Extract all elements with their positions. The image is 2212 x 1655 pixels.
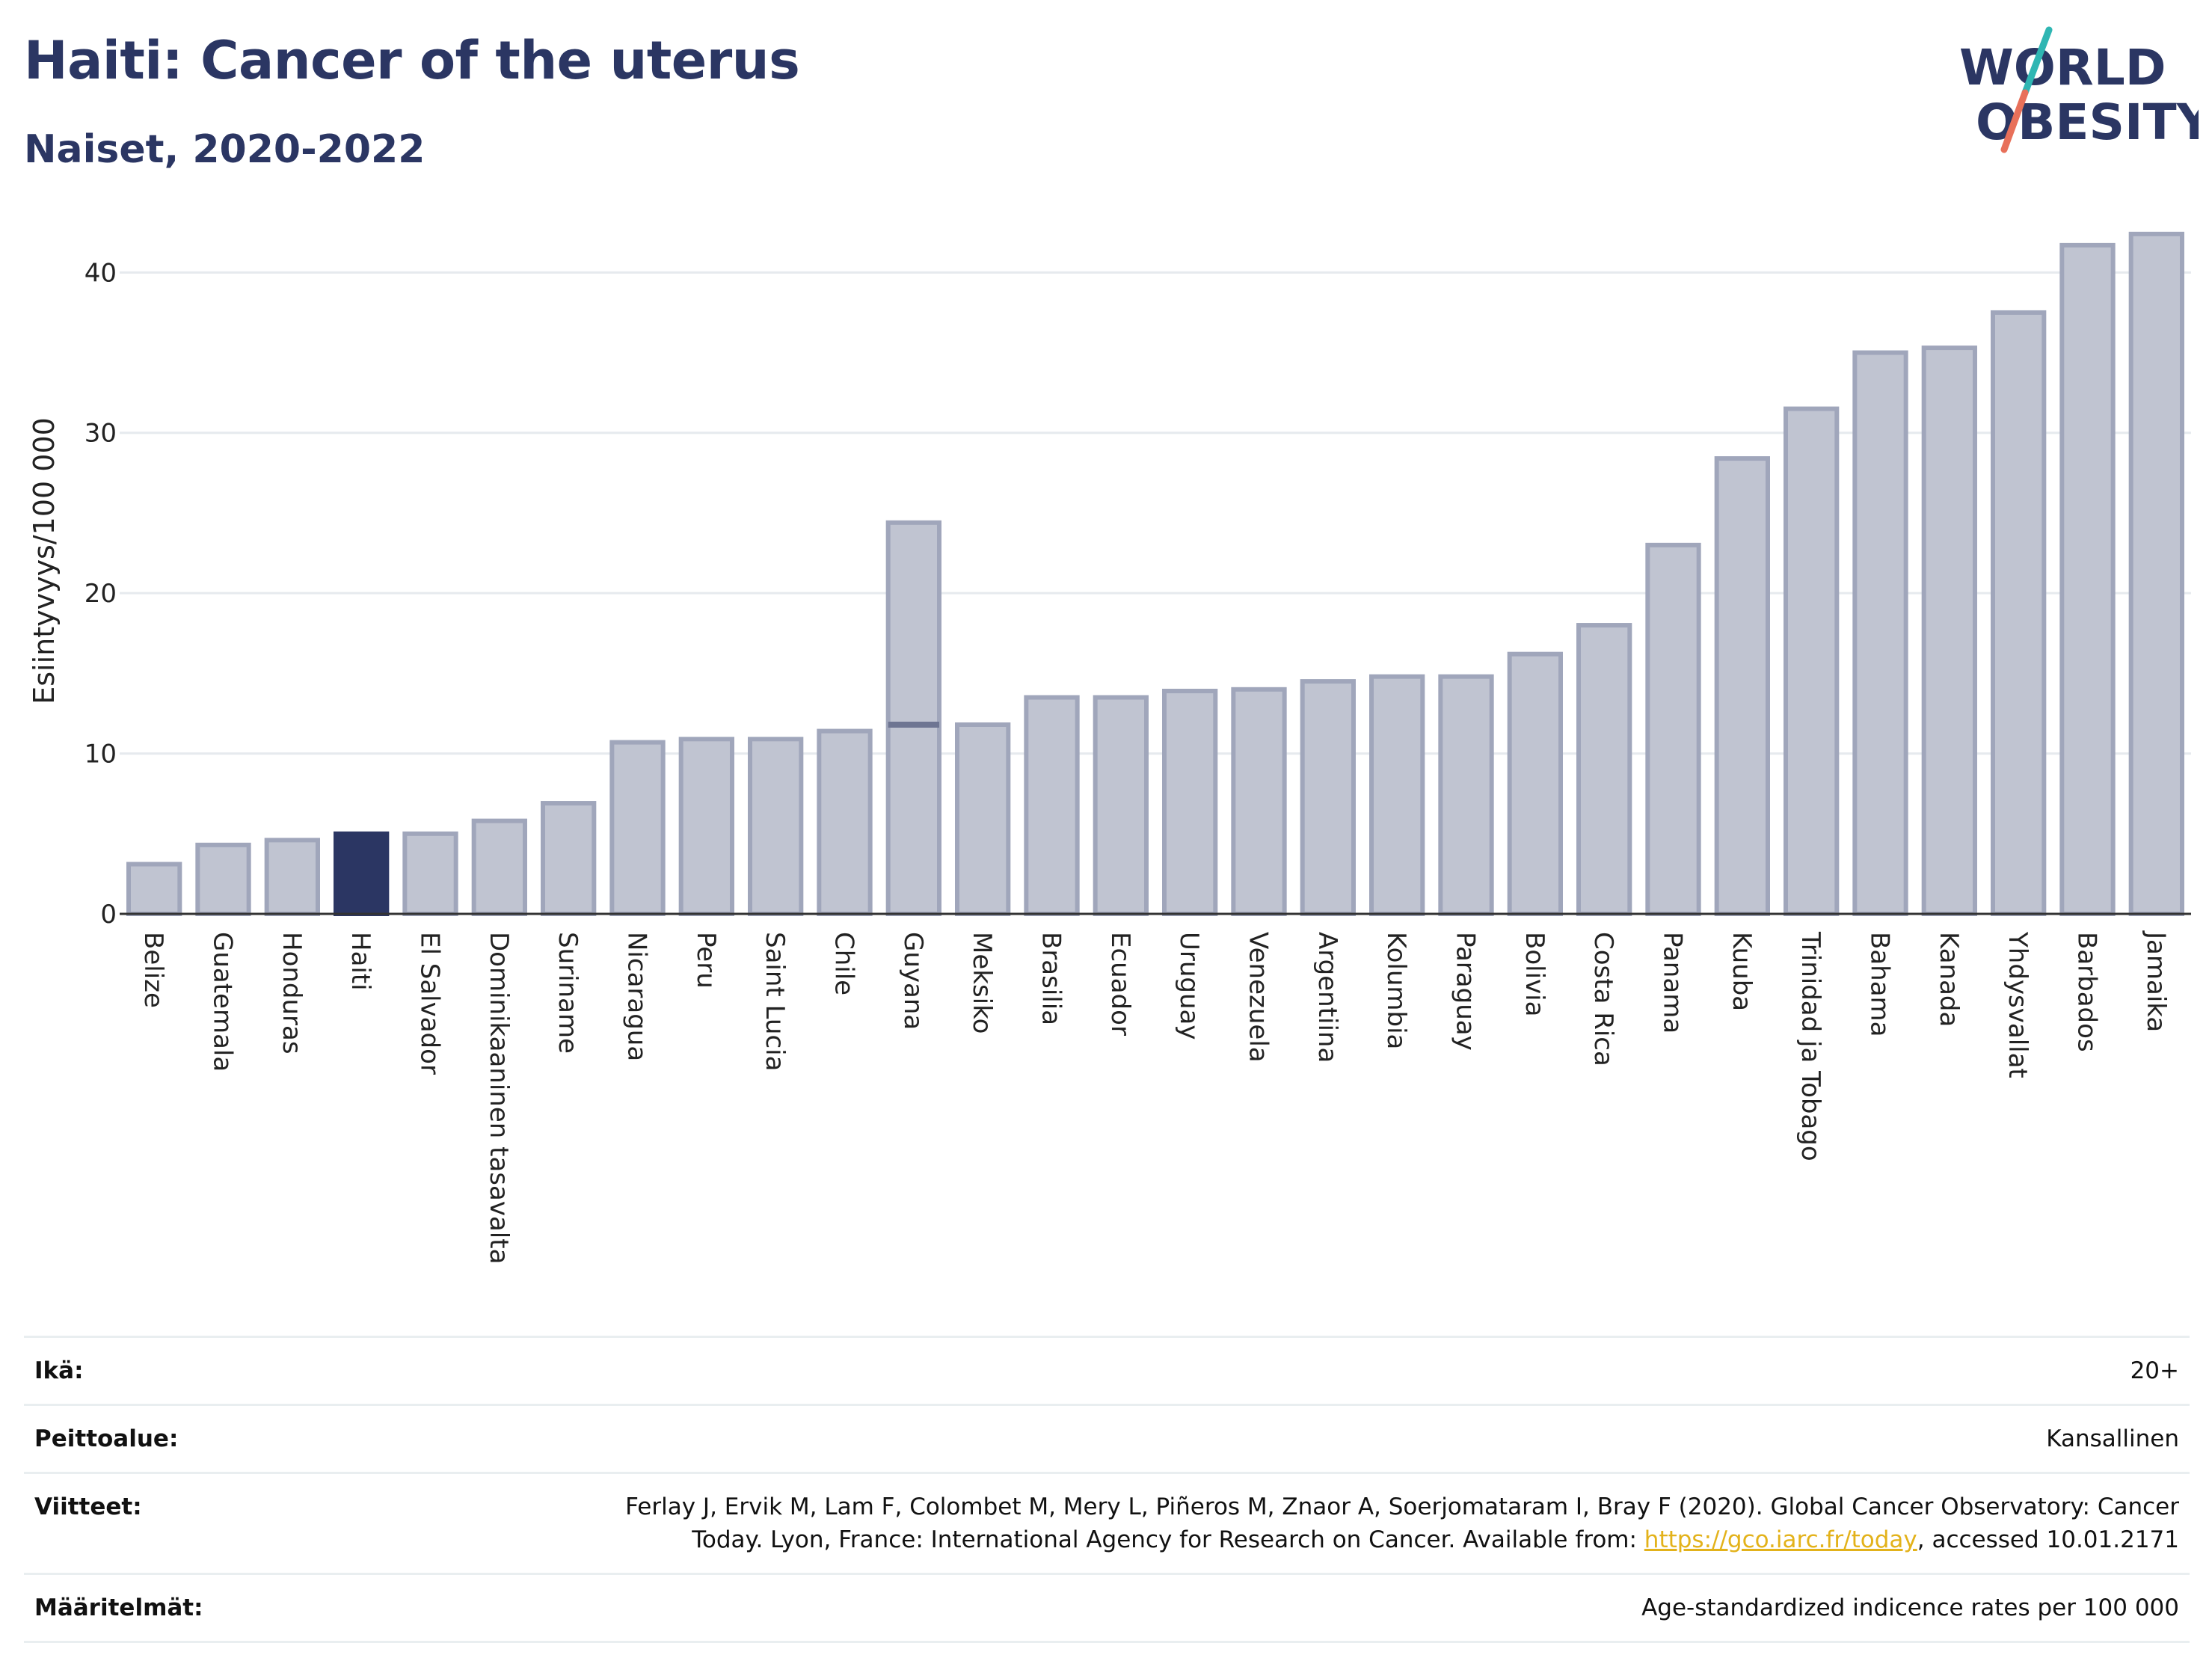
x-tick-label: Chile <box>829 932 859 995</box>
bar-honduras <box>264 838 320 916</box>
bar-saint-lucia <box>748 737 804 916</box>
x-tick-label: Peru <box>691 932 721 989</box>
bar-chart: 0 10 20 30 40 Belize Guatemala Honduras Haiti El … <box>28 231 2191 1264</box>
bar-bolivia <box>1507 651 1563 916</box>
chart-subtitle: Naiset, 2020-2022 <box>24 127 425 172</box>
x-tick-label: Guatemala <box>208 932 238 1072</box>
bar-panama <box>1645 542 1701 916</box>
x-tick-label: Kuuba <box>1727 932 1757 1011</box>
bar-barbados <box>2059 242 2116 917</box>
info-key-definitions: Määritelmät: <box>34 1594 203 1621</box>
x-tick-label: Argentiina <box>1312 932 1342 1063</box>
info-value-references: Ferlay J, Ervik M, Lam F, Colombet M, Me… <box>344 1473 2190 1574</box>
bar-costa-rica <box>1576 623 1632 916</box>
bar-guyana <box>885 520 941 916</box>
x-tick-label: Belize <box>138 932 168 1008</box>
x-tick-label: Trinidad ja Tobago <box>1795 931 1825 1161</box>
x-tick-label: Haiti <box>345 932 375 991</box>
bar-yhdysvallat <box>1991 310 2047 916</box>
info-key-age: Ikä: <box>34 1357 84 1384</box>
reference-link[interactable]: https://gco.iarc.fr/today <box>1644 1526 1917 1553</box>
info-key-references: Viitteet: <box>34 1493 142 1520</box>
reference-line2-post: , accessed 10.01.2171 <box>1917 1526 2179 1553</box>
bar-nicaragua <box>609 740 666 916</box>
bar-paraguay <box>1438 674 1494 916</box>
y-tick-label: 0 <box>100 900 117 930</box>
info-table: Ikä: 20+ Peittoalue: Kansallinen Viittee… <box>24 1336 2190 1643</box>
x-tick-label: Panama <box>1658 932 1688 1034</box>
bar-brasilia <box>1024 695 1080 917</box>
info-value-age: 20+ <box>2130 1357 2179 1384</box>
x-tick-label: Uruguay <box>1174 932 1204 1040</box>
y-tick-label: 20 <box>85 579 117 609</box>
x-tick-label: Bahama <box>1865 932 1895 1037</box>
bar-dominikaaninen-tasavalta <box>471 818 527 916</box>
logo-slash-bottom <box>2000 89 2029 153</box>
bar-guatemala <box>195 842 251 917</box>
x-tick-label: Paraguay <box>1451 932 1481 1051</box>
x-tick-label: El Salvador <box>415 932 445 1075</box>
x-tick-label: Ecuador <box>1105 932 1135 1036</box>
chart-title: Haiti: Cancer of the uterus <box>24 30 800 91</box>
gridlines <box>120 271 2191 755</box>
bar-chile <box>817 728 873 917</box>
x-tick-label: Saint Lucia <box>760 932 790 1071</box>
world-obesity-logo: WORLD OBESITY <box>1959 26 2199 153</box>
bar-kuuba <box>1714 456 1770 916</box>
bar-bahama <box>1852 350 1908 916</box>
x-tick-label: Bolivia <box>1520 932 1549 1016</box>
x-tick-label: Venezuela <box>1244 932 1274 1063</box>
bar-uruguay <box>1162 688 1218 916</box>
info-value-definitions: Age-standardized indicence rates per 100… <box>1641 1594 2179 1621</box>
bar-suriname <box>541 801 597 916</box>
info-key-coverage: Peittoalue: <box>34 1425 179 1452</box>
bar-kolumbia <box>1369 674 1425 916</box>
bar-el-salvador <box>402 831 458 916</box>
bar-belize <box>126 862 182 917</box>
bar-jamaika <box>2128 231 2184 916</box>
info-row-definitions: Määritelmät: Age-standardized indicence … <box>24 1573 2190 1642</box>
x-tick-label: Nicaragua <box>622 932 652 1061</box>
bar-venezuela <box>1231 687 1287 916</box>
logo-line1: WORLD <box>1959 39 2166 96</box>
bar-trinidad-ja-tobago <box>1784 406 1840 916</box>
x-tick-label: Guyana <box>898 932 928 1030</box>
y-axis-title: Esiintyvyys/100 000 <box>28 417 61 704</box>
bar-kanada <box>1921 346 1977 916</box>
bar-meksiko <box>955 722 1011 916</box>
x-tick-label: Kanada <box>1934 932 1964 1027</box>
bar-peru <box>678 737 734 916</box>
x-tick-label: Barbados <box>2072 932 2102 1052</box>
bar-ecuador <box>1093 695 1149 917</box>
x-tick-label: Dominikaaninen tasavalta <box>484 932 514 1264</box>
x-tick-label: Jamaika <box>2141 930 2171 1032</box>
info-value-coverage: Kansallinen <box>2046 1425 2179 1452</box>
axes: 0 10 20 30 40 Belize Guatemala Honduras Haiti El … <box>85 258 2191 1264</box>
x-tick-label: Suriname <box>553 932 583 1054</box>
y-tick-label: 40 <box>85 258 117 288</box>
x-tick-label: Costa Rica <box>1588 932 1618 1066</box>
x-tick-label: Yhdysvallat <box>2003 931 2033 1078</box>
reference-line1: Ferlay J, Ervik M, Lam F, Colombet M, Me… <box>625 1493 2179 1520</box>
reference-line2-pre: Today. Lyon, France: International Agenc… <box>692 1526 1644 1553</box>
y-tick-label: 30 <box>85 419 117 449</box>
x-tick-label: Brasilia <box>1036 932 1066 1025</box>
bar-haiti <box>334 831 390 916</box>
info-row-age: Ikä: 20+ <box>24 1336 2190 1405</box>
bars <box>126 231 2184 917</box>
logo-slash-top <box>2021 26 2053 96</box>
info-row-coverage: Peittoalue: Kansallinen <box>24 1404 2190 1473</box>
bar-argentiina <box>1300 679 1356 916</box>
x-tick-label: Meksiko <box>967 932 997 1034</box>
info-row-references: Viitteet: Ferlay J, Ervik M, Lam F, Colo… <box>24 1473 2190 1574</box>
x-tick-label: Honduras <box>277 932 307 1054</box>
y-tick-label: 10 <box>85 740 117 770</box>
x-tick-label: Kolumbia <box>1381 932 1411 1049</box>
